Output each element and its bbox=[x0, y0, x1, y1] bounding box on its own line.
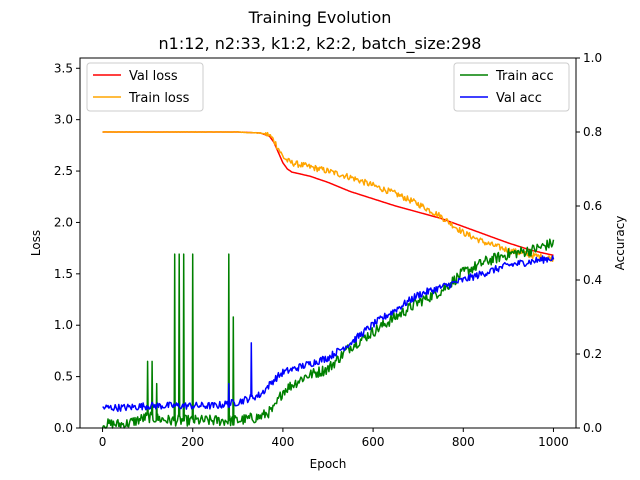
legend-label-train-loss: Train loss bbox=[128, 91, 190, 106]
x-tick-label: 1000 bbox=[538, 435, 569, 449]
x-tick-label: 600 bbox=[362, 435, 385, 449]
y-left-tick-label: 1.0 bbox=[54, 318, 73, 332]
y-left-tick-label: 3.5 bbox=[54, 61, 73, 75]
legend-label-train-acc: Train acc bbox=[495, 69, 554, 84]
series-line-val-loss bbox=[102, 131, 554, 257]
y-left-tick-label: 1.5 bbox=[54, 267, 73, 281]
y-axis-label-right: Accuracy bbox=[613, 216, 627, 271]
x-tick-label: 800 bbox=[452, 435, 475, 449]
y-right-tick-label: 0.2 bbox=[583, 347, 602, 361]
legend-right: Train acc Val acc bbox=[453, 62, 570, 112]
plot-frame bbox=[79, 57, 577, 429]
x-tick-label: 0 bbox=[99, 435, 107, 449]
x-tick-label: 200 bbox=[181, 435, 204, 449]
legend-label-val-loss: Val loss bbox=[129, 69, 178, 84]
y-left-tick-label: 0.0 bbox=[54, 421, 73, 435]
y-left-tick-label: 0.5 bbox=[54, 370, 73, 384]
y-left-tick-label: 2.5 bbox=[54, 164, 73, 178]
ticks-layer: 0 200 400 600 800 1000 0.0 0.5 1.0 1.5 2.0 2.5 3.0 3.… bbox=[54, 51, 602, 449]
y-right-tick-label: 0.4 bbox=[583, 273, 602, 287]
series-line-train-acc bbox=[101, 238, 555, 429]
y-right-tick-label: 0.0 bbox=[583, 421, 602, 435]
y-left-tick-label: 2.0 bbox=[54, 215, 73, 229]
y-right-tick-label: 0.8 bbox=[583, 125, 602, 139]
series-line-train-loss bbox=[102, 130, 555, 263]
series-line-val-acc bbox=[102, 255, 555, 413]
x-tick-label: 400 bbox=[271, 435, 294, 449]
series-layer bbox=[101, 130, 555, 429]
y-left-tick-label: 3.0 bbox=[54, 113, 73, 127]
x-axis-label: Epoch bbox=[310, 457, 347, 471]
y-right-tick-label: 1.0 bbox=[583, 51, 602, 65]
y-right-tick-label: 0.6 bbox=[583, 199, 602, 213]
legend-left: Val loss Train loss bbox=[86, 62, 204, 112]
y-axis-label-left: Loss bbox=[29, 230, 43, 256]
chart-title: Training Evolution bbox=[248, 8, 392, 27]
legend-label-val-acc: Val acc bbox=[496, 91, 542, 106]
chart-subtitle: n1:12, n2:33, k1:2, k2:2, batch_size:298 bbox=[159, 34, 482, 54]
